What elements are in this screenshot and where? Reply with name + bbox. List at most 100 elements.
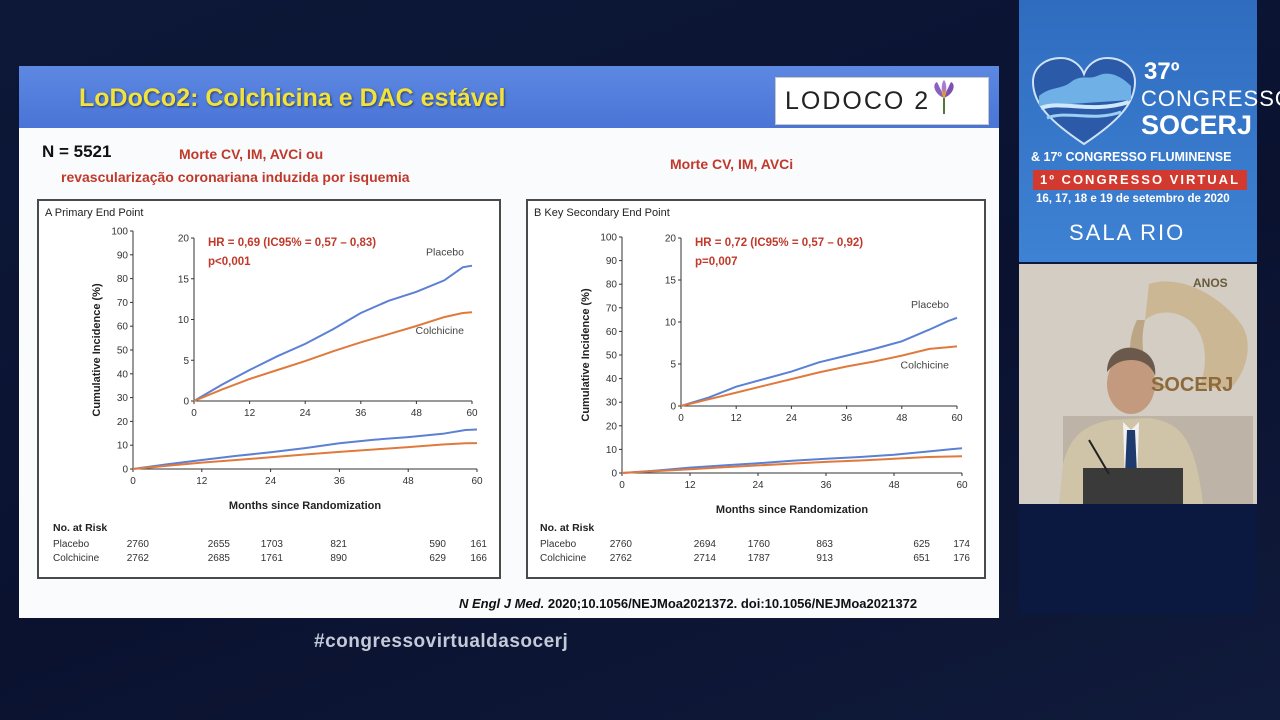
secondary-main-line-colchicine (621, 455, 963, 474)
primary-x-tick-label: 12 (196, 476, 208, 487)
citation-journal: N Engl J Med. (459, 596, 545, 611)
primary-x-tick-label: 36 (334, 476, 346, 487)
primary-inset-y-tick-label: 15 (178, 274, 190, 285)
primary-y-tick-label: 100 (111, 227, 128, 238)
secondary-at-risk-value: 625 (913, 539, 930, 550)
lodoco-logo-text: LODOCO 2 (785, 87, 931, 115)
secondary-at-risk-row-label: Placebo (540, 539, 577, 550)
citation: N Engl J Med. 2020;10.1056/NEJMoa2021372… (459, 596, 917, 611)
secondary-y-tick-label: 100 (600, 233, 617, 244)
primary-inset-y-tick-label: 20 (178, 234, 190, 245)
primary-main-line-colchicine (132, 442, 478, 470)
primary-at-risk-value: 590 (429, 539, 446, 550)
primary-y-tick-label: 80 (117, 274, 129, 285)
secondary-x-tick-label: 24 (752, 480, 764, 491)
secondary-x-tick-label: 12 (684, 480, 696, 491)
secondary-main-line-placebo (621, 447, 963, 474)
secondary-panel-title: B Key Secondary End Point (534, 207, 670, 219)
primary-y-tick-label: 50 (117, 346, 129, 357)
primary-inset-x-tick-label: 0 (191, 408, 197, 419)
primary-x-tick-label: 24 (265, 476, 277, 487)
secondary-x-tick-label: 60 (956, 480, 968, 491)
secondary-hazard-ratio: HR = 0,72 (IC95% = 0,57 – 0,92) (695, 237, 863, 249)
secondary-p-value: p=0,007 (695, 256, 738, 268)
primary-y-tick-label: 60 (117, 322, 129, 333)
presentation-slide: LoDoCo2: Colchicina e DAC estável LODOCO… (19, 66, 999, 618)
secondary-inset-y-tick-label: 15 (665, 276, 677, 287)
primary-inset-y-tick-label: 5 (183, 356, 189, 367)
secondary-at-risk-value: 651 (913, 553, 930, 564)
primary-y-tick-label: 90 (117, 250, 129, 261)
secondary-inset-y-tick-label: 10 (665, 318, 677, 329)
secondary-at-risk-value: 2694 (694, 539, 717, 550)
secondary-at-risk-row-label: Colchicine (540, 553, 587, 564)
secondary-at-risk-header: No. at Risk (540, 522, 594, 534)
secondary-at-risk-value: 2760 (610, 539, 633, 550)
event-hashtag: #congressovirtualdasocerj (314, 631, 569, 652)
primary-y-tick-label: 0 (122, 465, 128, 476)
primary-inset-x-tick-label: 24 (300, 408, 312, 419)
secondary-y-tick-label: 10 (606, 445, 618, 456)
secondary-at-risk-value: 1787 (748, 553, 771, 564)
primary-x-tick-label: 48 (403, 476, 415, 487)
primary-at-risk-row-label: Colchicine (53, 553, 100, 564)
secondary-inset-background (651, 230, 967, 428)
primary-x-axis-title: Months since Randomization (229, 500, 381, 512)
congress-branding: 37º CONGRESSO SOCERJ & 17º CONGRESSO FLU… (1019, 0, 1280, 262)
secondary-inset-x-tick-label: 12 (731, 413, 743, 424)
secondary-at-risk-value: 2714 (694, 553, 717, 564)
lodoco-logo: LODOCO 2 (775, 77, 989, 125)
slide-title-bar: LoDoCo2: Colchicina e DAC estável LODOCO… (19, 66, 999, 128)
primary-at-risk-value: 1703 (261, 539, 284, 550)
primary-at-risk-value: 2760 (127, 539, 150, 550)
km-chart-secondary: B Key Secondary End Point010203040506070… (534, 207, 970, 564)
secondary-inset-y-tick-label: 5 (670, 360, 676, 371)
secondary-inset-x-tick-label: 60 (951, 413, 963, 424)
primary-at-risk-value: 890 (330, 553, 347, 564)
room-name: SALA RIO (1069, 220, 1186, 245)
secondary-x-axis-title: Months since Randomization (716, 504, 868, 516)
event-dates: 16, 17, 18 e 19 de setembro de 2020 (1036, 193, 1230, 205)
primary-at-risk-value: 2655 (208, 539, 231, 550)
primary-inset-y-tick-label: 0 (183, 397, 189, 408)
primary-at-risk-row-label: Placebo (53, 539, 90, 550)
primary-y-axis-title: Cumulative Incidence (%) (91, 283, 103, 417)
chart-panel-primary: A Primary End Point 0 10 20 30 40 50 60 70 80 90 10… (37, 199, 501, 579)
secondary-endpoint-text: Morte CV, IM, AVCi (670, 156, 794, 172)
primary-inset-x-tick-label: 60 (466, 408, 478, 419)
speaker-video-frame (1019, 264, 1257, 504)
primary-main-line-placebo (132, 428, 478, 470)
secondary-at-risk-value: 176 (953, 553, 970, 564)
secondary-x-tick-label: 36 (820, 480, 832, 491)
secondary-y-tick-label: 90 (606, 256, 618, 267)
sample-size-label: N = 5521 (42, 142, 112, 161)
primary-at-risk-value: 166 (470, 553, 487, 564)
secondary-inset-line-placebo (680, 316, 958, 407)
km-chart-primary: A Primary End Point010203040506070809010… (45, 207, 487, 564)
primary-inset-x-tick-label: 48 (411, 408, 423, 419)
virtual-congress-badge: 1º CONGRESSO VIRTUAL (1033, 170, 1247, 190)
chart-panel-secondary: B Key Secondary End Point 0 10 20 30 40 50 60 70… (526, 199, 986, 579)
slide-title: LoDoCo2: Colchicina e DAC estável (79, 84, 506, 112)
congress-label: CONGRESSO (1141, 86, 1280, 111)
primary-at-risk-value: 629 (429, 553, 446, 564)
secondary-inset-x-tick-label: 0 (678, 413, 684, 424)
citation-details: 2020;10.1056/NEJMoa2021372. doi:10.1056/… (544, 596, 918, 611)
secondary-x-tick-label: 48 (888, 480, 900, 491)
primary-inset-line-placebo (193, 264, 473, 402)
anniversary-socerj-label: SOCERJ (1151, 374, 1234, 396)
primary-inset-x-tick-label: 12 (244, 408, 256, 419)
secondary-y-tick-label: 60 (606, 327, 618, 338)
primary-series-label-colchicine: Colchicine (416, 325, 465, 337)
speaker-webcam: ANOS SOCERJ (1019, 264, 1257, 504)
secondary-y-tick-label: 70 (606, 303, 618, 314)
primary-y-tick-label: 30 (117, 393, 129, 404)
primary-y-tick-label: 20 (117, 417, 129, 428)
secondary-inset-x-tick-label: 48 (896, 413, 908, 424)
primary-at-risk-value: 2762 (127, 553, 150, 564)
secondary-y-tick-label: 30 (606, 398, 618, 409)
primary-x-tick-label: 0 (130, 476, 136, 487)
secondary-at-risk-value: 174 (953, 539, 970, 550)
secondary-y-axis-title: Cumulative Incidence (%) (580, 288, 592, 422)
